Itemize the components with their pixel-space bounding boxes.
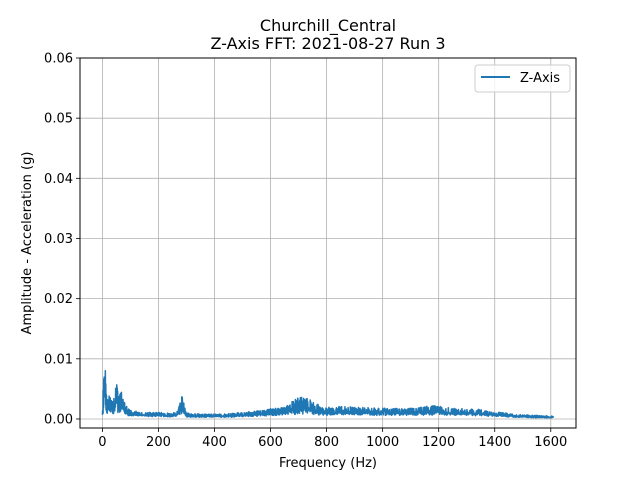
legend: Z-Axis [474, 64, 571, 93]
series-z-axis [101, 370, 555, 419]
y-tick-label: 0.03 [44, 232, 73, 247]
plot-area [80, 58, 576, 428]
y-tick-label: 0.04 [44, 172, 73, 187]
x-tick-label: 1000 [366, 435, 399, 450]
x-tick-label: 600 [258, 435, 283, 450]
x-tick-label: 0 [98, 435, 106, 450]
y-axis-label: Amplitude - Acceleration (g) [20, 152, 35, 335]
x-tick-label: 200 [146, 435, 171, 450]
x-tick-label: 800 [314, 435, 339, 450]
x-tick-label: 1200 [422, 435, 455, 450]
x-axis-label: Frequency (Hz) [279, 456, 377, 471]
chart-subtitle: Z-Axis FFT: 2021-08-27 Run 3 [210, 34, 445, 53]
y-tick-label: 0.02 [44, 292, 73, 307]
legend-box [474, 64, 571, 93]
y-axis: 0.00 0.01 0.02 0.03 0.04 0.05 0.06 [44, 52, 80, 427]
x-tick-label: 1600 [534, 435, 567, 450]
chart-title: Churchill_Central [260, 16, 396, 36]
series-line-z-axis [101, 370, 555, 419]
x-tick-label: 1400 [478, 435, 511, 450]
y-tick-label: 0.00 [44, 412, 73, 427]
legend-label: Z-Axis [520, 71, 560, 86]
x-tick-label: 400 [202, 435, 227, 450]
y-tick-label: 0.01 [44, 352, 73, 367]
grid [80, 57, 576, 428]
y-tick-label: 0.06 [44, 52, 73, 67]
y-tick-label: 0.05 [44, 112, 73, 127]
plot-frame [79, 57, 577, 429]
x-axis: 0 200 400 600 800 1000 1200 1400 1600 [98, 428, 567, 450]
